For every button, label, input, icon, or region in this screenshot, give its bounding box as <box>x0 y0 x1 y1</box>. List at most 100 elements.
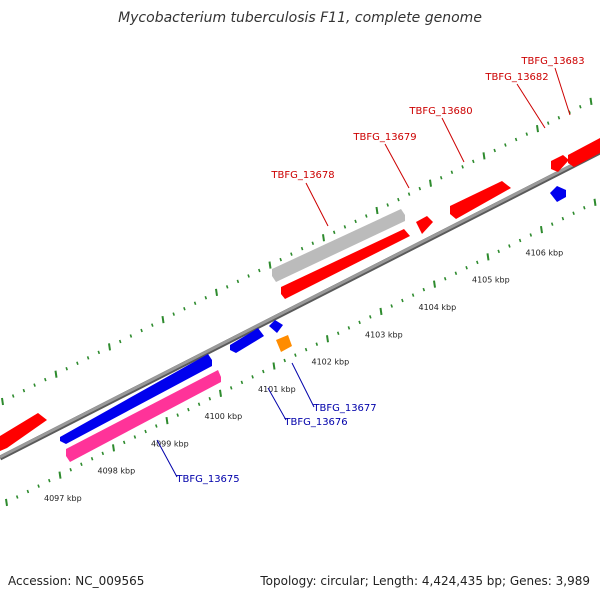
leader-tbfg-13676 <box>267 387 287 421</box>
major-tick <box>1 397 4 406</box>
major-tick <box>593 198 597 206</box>
minor-tick <box>294 353 297 357</box>
accession-text: Accession: NC_009565 <box>8 574 145 588</box>
leader-tbfg-13683 <box>554 67 571 116</box>
tick-label-group: 4097 kbp 4098 kbp 4099 kbp 4100 kbp 4101 kbp… <box>44 248 563 503</box>
gene-labels: TBFG_13678 TBFG_13679 TBFG_13680 TBFG_13… <box>175 56 584 485</box>
gene-feature-forward[interactable] <box>281 229 410 299</box>
minor-tick <box>390 304 393 308</box>
leader-tbfg-13678 <box>305 182 329 227</box>
topology-text: Topology: circular; Length: 4,424,435 bp… <box>260 574 590 588</box>
minor-tick <box>407 192 411 196</box>
major-tick <box>54 370 58 378</box>
gene-feature-forward[interactable] <box>450 181 511 219</box>
gene-feature-orange[interactable] <box>276 335 292 352</box>
gene-feature-pink[interactable] <box>66 370 221 462</box>
minor-tick <box>358 320 361 325</box>
gene-label-forward[interactable]: TBFG_13679 <box>352 132 416 143</box>
backbone <box>0 149 600 461</box>
minor-tick <box>514 137 518 142</box>
minor-tick <box>204 296 208 300</box>
major-tick <box>433 280 436 288</box>
map-title: Mycobacterium tuberculosis F11, complete… <box>118 10 482 26</box>
major-tick <box>272 362 276 370</box>
gene-feature-forward[interactable] <box>551 155 569 172</box>
scale-tick-label: 4097 kbp <box>44 494 82 503</box>
gene-feature-forward[interactable] <box>568 138 600 167</box>
gene-label-forward[interactable]: TBFG_13678 <box>270 170 334 181</box>
minor-tick <box>332 230 336 235</box>
minor-tick <box>472 159 475 164</box>
minor-tick <box>336 331 340 336</box>
minor-tick <box>251 375 254 379</box>
gene-label-forward[interactable]: TBFG_13682 <box>484 72 548 83</box>
backbone-line <box>0 149 600 459</box>
gene-label-reverse[interactable]: TBFG_13676 <box>283 417 347 428</box>
gene-feature-pseudo[interactable] <box>272 209 405 282</box>
gene-feature-forward[interactable] <box>0 413 47 451</box>
major-tick <box>112 444 115 452</box>
gene-feature-reverse[interactable] <box>269 320 283 333</box>
minor-tick <box>411 293 415 297</box>
major-tick <box>219 389 222 397</box>
minor-tick <box>258 268 261 273</box>
gene-label-forward[interactable]: TBFG_13683 <box>520 56 584 67</box>
major-tick <box>379 307 383 316</box>
minor-tick <box>101 451 105 456</box>
minor-tick <box>197 402 201 406</box>
minor-tick <box>557 115 561 120</box>
gene-label-reverse[interactable]: TBFG_13675 <box>175 474 239 485</box>
minor-tick <box>229 386 233 390</box>
gene-label-forward[interactable]: TBFG_13680 <box>408 106 472 117</box>
minor-tick <box>518 238 522 243</box>
minor-tick <box>80 462 83 466</box>
lower-tick-row <box>5 198 597 507</box>
minor-tick <box>529 233 533 237</box>
gene-feature-reverse[interactable] <box>230 328 264 353</box>
leader-tbfg-13677 <box>291 362 315 408</box>
minor-tick <box>369 315 372 319</box>
minor-tick <box>418 186 422 191</box>
scale-tick-label: 4101 kbp <box>258 385 296 394</box>
minor-tick <box>122 440 126 445</box>
minor-tick <box>208 397 212 401</box>
gene-feature-reverse[interactable] <box>60 354 212 444</box>
major-tick <box>5 498 8 507</box>
gene-feature-reverse[interactable] <box>550 186 566 202</box>
minor-tick <box>262 369 265 374</box>
minor-tick <box>176 413 179 417</box>
minor-tick <box>397 197 400 202</box>
major-tick <box>429 179 432 187</box>
minor-tick <box>504 143 507 147</box>
scale-tick-label: 4103 kbp <box>365 330 403 339</box>
minor-tick <box>86 356 90 360</box>
scale-tick-label: 4104 kbp <box>419 303 457 312</box>
minor-tick <box>151 323 154 327</box>
leader-tbfg-13682 <box>516 83 546 129</box>
minor-tick <box>129 334 133 338</box>
minor-tick <box>97 350 101 355</box>
major-tick <box>215 288 218 296</box>
major-tick <box>268 261 272 269</box>
minor-tick <box>172 312 175 316</box>
minor-tick <box>347 326 351 330</box>
gene-feature-forward[interactable] <box>416 216 433 234</box>
minor-tick <box>497 249 500 254</box>
leader-tbfg-13680 <box>441 117 465 163</box>
minor-tick <box>247 274 250 278</box>
gene-label-reverse[interactable]: TBFG_13677 <box>312 403 376 414</box>
minor-tick <box>44 377 47 382</box>
minor-tick <box>65 366 68 371</box>
minor-tick <box>354 219 357 224</box>
major-tick <box>589 97 593 105</box>
minor-tick <box>133 435 137 439</box>
minor-tick <box>26 489 30 494</box>
minor-tick <box>550 222 554 226</box>
minor-tick <box>583 206 586 210</box>
major-tick <box>58 471 62 479</box>
minor-tick <box>465 266 468 270</box>
minor-tick <box>193 301 197 306</box>
major-tick <box>536 124 539 133</box>
minor-tick <box>311 241 315 245</box>
scale-tick-label: 4098 kbp <box>98 467 136 476</box>
